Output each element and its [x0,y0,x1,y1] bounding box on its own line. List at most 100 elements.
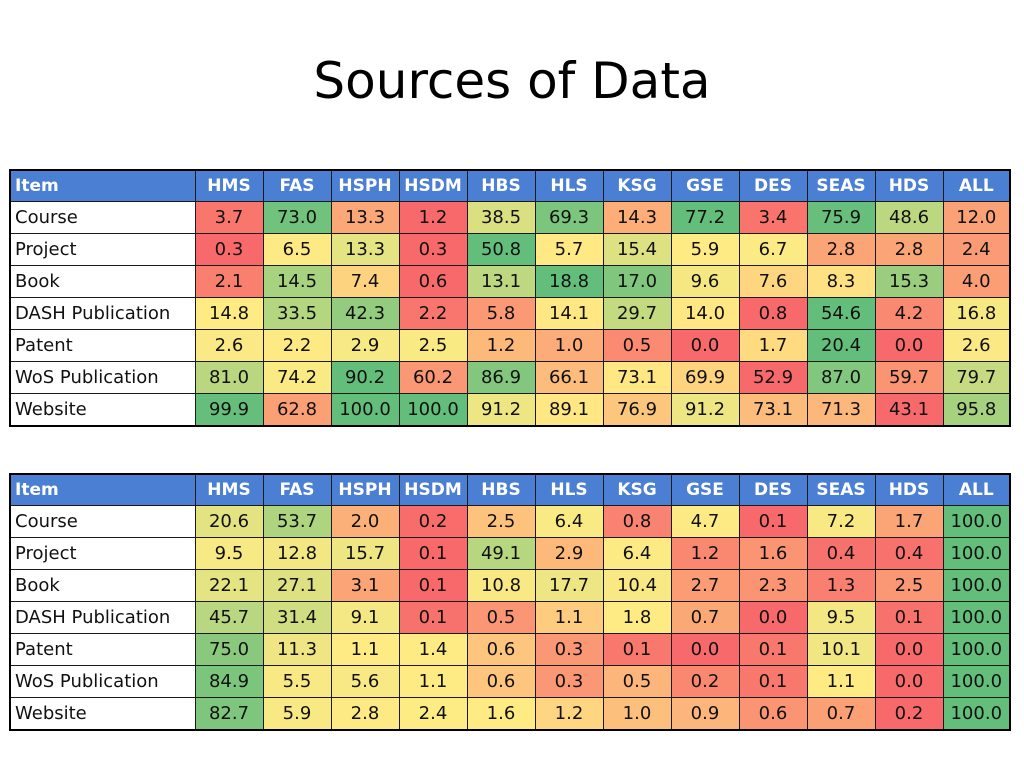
column-header-item: Item [9,473,196,506]
cell-value: 49.1 [466,537,536,570]
cell-value: 5.7 [534,233,604,266]
table-row: Patent 75.0 11.3 1.1 1.4 0.6 0.3 0.1 0.0 0.1 10.1 0… [9,633,1011,666]
cell-value: 100.0 [942,697,1011,731]
cell-value: 100.0 [330,393,400,427]
cell-value: 0.8 [738,297,808,330]
row-label: WoS Publication [9,665,196,698]
cell-value: 5.5 [262,665,332,698]
column-header-des: DES [738,169,808,202]
row-label: Book [9,265,196,298]
cell-value: 2.1 [194,265,264,298]
cell-value: 14.3 [602,201,672,234]
cell-value: 2.4 [398,697,468,731]
cell-value: 73.1 [602,361,672,394]
row-label: DASH Publication [9,297,196,330]
cell-value: 75.0 [194,633,264,666]
cell-value: 76.9 [602,393,672,427]
row-label: Book [9,569,196,602]
column-header-item: Item [9,169,196,202]
cell-value: 0.3 [534,665,604,698]
cell-value: 100.0 [942,505,1011,538]
column-header-hbs: HBS [466,169,536,202]
column-header-seas: SEAS [806,473,876,506]
column-header-all: ALL [942,169,1011,202]
table-row: Project 0.3 6.5 13.3 0.3 50.8 5.7 15.4 5.9 6.7 2.8… [9,233,1011,266]
cell-value: 1.7 [738,329,808,362]
cell-value: 91.2 [466,393,536,427]
cell-value: 0.0 [670,329,740,362]
column-header-ksg: KSG [602,473,672,506]
column-header-hms: HMS [194,169,264,202]
cell-value: 1.1 [330,633,400,666]
column-header-hds: HDS [874,473,944,506]
cell-value: 2.9 [330,329,400,362]
cell-value: 2.3 [738,569,808,602]
cell-value: 0.5 [602,329,672,362]
cell-value: 9.6 [670,265,740,298]
cell-value: 1.2 [398,201,468,234]
cell-value: 74.2 [262,361,332,394]
cell-value: 9.1 [330,601,400,634]
cell-value: 45.7 [194,601,264,634]
cell-value: 87.0 [806,361,876,394]
cell-value: 54.6 [806,297,876,330]
cell-value: 0.4 [806,537,876,570]
cell-value: 1.1 [534,601,604,634]
cell-value: 0.5 [466,601,536,634]
cell-value: 6.4 [534,505,604,538]
cell-value: 99.9 [194,393,264,427]
cell-value: 16.8 [942,297,1011,330]
cell-value: 8.3 [806,265,876,298]
column-header-hms: HMS [194,473,264,506]
cell-value: 91.2 [670,393,740,427]
cell-value: 1.6 [738,537,808,570]
cell-value: 0.6 [738,697,808,731]
cell-value: 15.3 [874,265,944,298]
cell-value: 0.0 [738,601,808,634]
column-header-all: ALL [942,473,1011,506]
cell-value: 81.0 [194,361,264,394]
cell-value: 13.3 [330,233,400,266]
column-header-gse: GSE [670,169,740,202]
column-header-fas: FAS [262,169,332,202]
cell-value: 79.7 [942,361,1011,394]
cell-value: 82.7 [194,697,264,731]
cell-value: 2.8 [806,233,876,266]
column-header-hsdm: HSDM [398,473,468,506]
column-header-gse: GSE [670,473,740,506]
cell-value: 13.3 [330,201,400,234]
cell-value: 2.6 [194,329,264,362]
cell-value: 100.0 [942,633,1011,666]
cell-value: 1.1 [398,665,468,698]
cell-value: 3.7 [194,201,264,234]
column-header-hsph: HSPH [330,169,400,202]
cell-value: 14.8 [194,297,264,330]
cell-value: 73.0 [262,201,332,234]
cell-value: 0.6 [398,265,468,298]
cell-value: 0.9 [670,697,740,731]
cell-value: 15.4 [602,233,672,266]
cell-value: 62.8 [262,393,332,427]
cell-value: 20.4 [806,329,876,362]
cell-value: 0.0 [670,633,740,666]
cell-value: 15.7 [330,537,400,570]
cell-value: 0.3 [194,233,264,266]
cell-value: 4.7 [670,505,740,538]
cell-value: 0.1 [398,601,468,634]
data-table-1: Item HMS FAS HSPH HSDM HBS HLS KSG GSE DES SEAS HDS… [9,169,1011,427]
cell-value: 1.4 [398,633,468,666]
cell-value: 20.6 [194,505,264,538]
column-header-fas: FAS [262,473,332,506]
table-row: WoS Publication 81.0 74.2 90.2 60.2 86.9 66.1 7… [9,361,1011,394]
column-header-hls: HLS [534,473,604,506]
header-row: Item HMS FAS HSPH HSDM HBS HLS KSG GSE DES SEAS HDS… [9,473,1011,506]
cell-value: 1.2 [534,697,604,731]
cell-value: 90.2 [330,361,400,394]
cell-value: 1.2 [466,329,536,362]
cell-value: 14.1 [534,297,604,330]
cell-value: 89.1 [534,393,604,427]
cell-value: 2.7 [670,569,740,602]
cell-value: 0.1 [398,537,468,570]
cell-value: 1.0 [602,697,672,731]
column-header-hsdm: HSDM [398,169,468,202]
